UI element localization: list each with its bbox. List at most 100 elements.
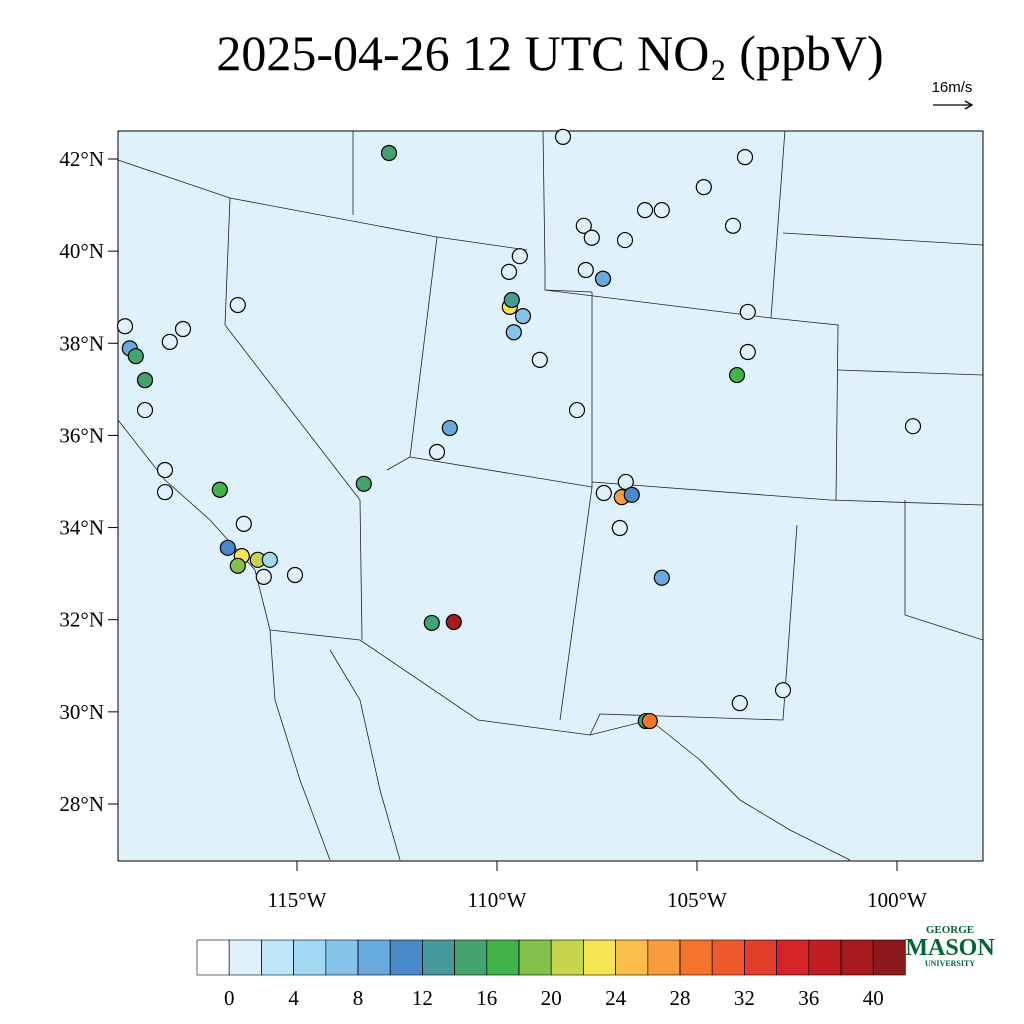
lon-tick-label: 100°W bbox=[867, 888, 927, 912]
colorbar-tick-label: 0 bbox=[224, 986, 235, 1010]
colorbar-tick-label: 4 bbox=[288, 986, 299, 1010]
station bbox=[695, 179, 712, 196]
lat-tick-label: 30°N bbox=[59, 700, 104, 724]
station bbox=[261, 551, 278, 568]
colorbar-box bbox=[776, 939, 810, 976]
colorbar-box bbox=[744, 939, 777, 976]
station bbox=[774, 682, 792, 699]
station bbox=[380, 144, 398, 162]
station bbox=[156, 461, 174, 479]
station bbox=[505, 324, 522, 341]
station bbox=[577, 261, 594, 279]
colorbar-tick-label: 24 bbox=[605, 986, 627, 1010]
colorbar-box bbox=[808, 939, 842, 976]
station bbox=[554, 128, 572, 145]
colorbar-box bbox=[615, 939, 649, 976]
station bbox=[229, 557, 246, 574]
logo: GEORGE MASON UNIVERSITY bbox=[905, 924, 995, 968]
station bbox=[235, 515, 252, 532]
logo-line: GEORGE bbox=[926, 924, 974, 936]
station bbox=[286, 566, 304, 584]
colorbar-box bbox=[711, 939, 745, 976]
station bbox=[568, 401, 586, 419]
station bbox=[211, 481, 228, 498]
station bbox=[219, 539, 236, 556]
logo-line: MASON bbox=[905, 935, 995, 961]
station bbox=[616, 231, 634, 249]
colorbar-box bbox=[518, 939, 552, 976]
colorbar-tick-label: 12 bbox=[412, 986, 433, 1010]
colorbar-box bbox=[840, 939, 874, 976]
dynamic-layer: 42°N 40°N 38°N 36°N 34°N 32°N 30°N 28°N 115°W 110… bbox=[59, 128, 927, 1010]
colorbar-box bbox=[228, 939, 262, 976]
colorbar-box bbox=[486, 939, 520, 976]
station bbox=[428, 443, 446, 461]
station bbox=[136, 372, 154, 389]
station bbox=[127, 348, 144, 365]
lon-tick-label: 105°W bbox=[667, 888, 727, 912]
station bbox=[156, 483, 174, 501]
lat-tick-label: 40°N bbox=[59, 239, 104, 263]
station bbox=[174, 320, 192, 338]
station bbox=[500, 263, 518, 280]
colorbar-tick-label: 36 bbox=[798, 986, 819, 1010]
station bbox=[728, 366, 746, 384]
boundaries bbox=[118, 131, 983, 861]
station bbox=[423, 614, 440, 632]
station bbox=[641, 712, 658, 730]
lat-tick-label: 34°N bbox=[59, 516, 104, 540]
colorbar-tick-label: 40 bbox=[863, 986, 884, 1010]
station bbox=[594, 270, 612, 287]
logo-line: UNIVERSITY bbox=[925, 959, 975, 968]
wind-reference-arrow bbox=[933, 100, 974, 110]
station bbox=[136, 401, 154, 419]
station bbox=[445, 613, 462, 631]
station bbox=[511, 248, 528, 265]
lat-tick-label: 28°N bbox=[59, 792, 104, 816]
colorbar-box bbox=[196, 939, 230, 976]
station bbox=[904, 418, 922, 435]
station bbox=[503, 291, 520, 309]
lat-tick-label: 38°N bbox=[59, 331, 104, 355]
station bbox=[739, 303, 756, 321]
colorbar-box bbox=[357, 939, 391, 976]
lat-tick-label: 36°N bbox=[59, 423, 104, 447]
colorbar-tick-label: 8 bbox=[353, 986, 364, 1010]
station bbox=[229, 296, 246, 314]
lat-tick-label: 32°N bbox=[59, 608, 104, 632]
station bbox=[739, 343, 756, 361]
colorbar-box bbox=[583, 939, 616, 976]
colorbar-box bbox=[647, 939, 681, 976]
station bbox=[595, 484, 612, 502]
station bbox=[736, 149, 754, 166]
colorbar-box bbox=[872, 939, 906, 976]
colorbar-box bbox=[293, 939, 327, 976]
station bbox=[731, 694, 748, 712]
station bbox=[724, 217, 742, 234]
wind-reference-label: 16m/s bbox=[932, 79, 973, 96]
station bbox=[116, 318, 134, 335]
colorbar-box bbox=[325, 939, 359, 976]
colorbar-box bbox=[550, 939, 584, 976]
colorbar-tick-label: 16 bbox=[476, 986, 497, 1010]
station bbox=[583, 229, 600, 246]
station bbox=[441, 419, 458, 437]
station bbox=[575, 217, 592, 234]
station bbox=[531, 351, 548, 368]
colorbar-box bbox=[422, 939, 455, 976]
map-title: 2025-04-26 12 UTC NO₂ (ppbV) bbox=[216, 25, 883, 81]
lon-tick-label: 110°W bbox=[468, 888, 527, 912]
colorbar-box bbox=[261, 939, 294, 976]
station bbox=[653, 202, 670, 219]
station bbox=[636, 202, 654, 219]
station bbox=[653, 569, 670, 586]
colorbar-box bbox=[679, 939, 713, 976]
colorbar-tick-label: 20 bbox=[541, 986, 562, 1010]
station bbox=[355, 475, 372, 492]
station bbox=[255, 568, 272, 585]
station bbox=[623, 486, 640, 503]
map-background bbox=[118, 131, 983, 861]
station bbox=[161, 333, 178, 350]
colorbar-box bbox=[389, 939, 423, 976]
